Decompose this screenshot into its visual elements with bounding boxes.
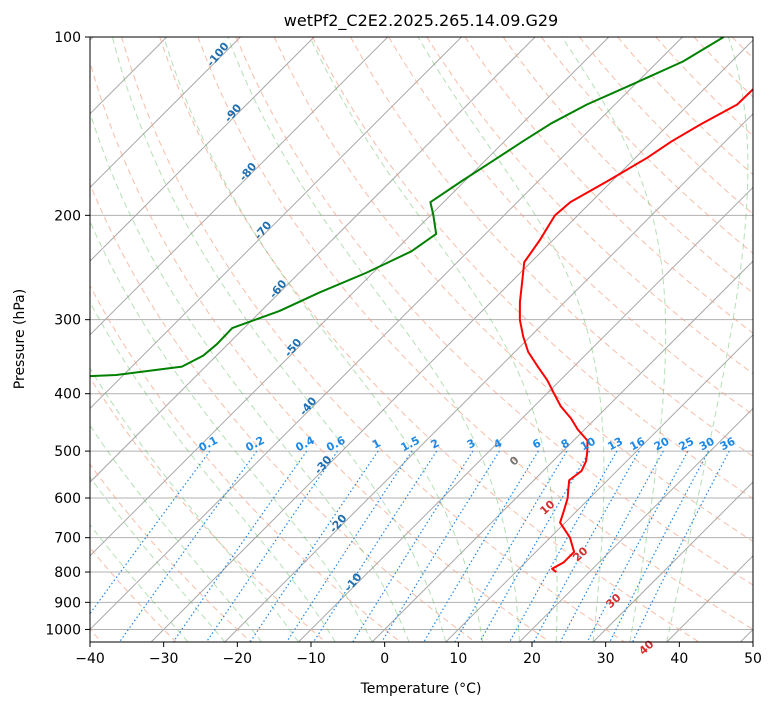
- isotherm-line: [90, 37, 315, 262]
- dry-adiabat-line: [426, 37, 753, 375]
- y-tick-label: 300: [54, 313, 81, 329]
- x-tick-label: 40: [670, 651, 688, 667]
- moist-adiabat-line: [111, 37, 447, 642]
- moist-adiabat-line: [90, 523, 189, 642]
- x-tick-label: 0: [380, 651, 389, 667]
- mixing-ratio-line: [90, 450, 211, 615]
- x-tick-label: −20: [223, 651, 253, 667]
- isotherm-line: [90, 37, 536, 483]
- dry-adiabat-line: [90, 284, 401, 642]
- moist-adiabat-line: [309, 37, 558, 642]
- dry-adiabat-line: [197, 37, 753, 631]
- mixing-ratio-label: 25: [677, 435, 697, 454]
- mixing-ratio-line: [559, 450, 664, 642]
- moist-adiabat-line: [666, 37, 749, 642]
- mixing-ratio-line: [533, 450, 640, 642]
- moist-adiabat-line: [90, 476, 226, 642]
- dry-adiabat-line: [90, 60, 551, 642]
- isotherm-line: [90, 37, 683, 631]
- y-tick-label: 700: [54, 531, 81, 547]
- isotherm-line: [90, 37, 462, 410]
- isotherm-line: [90, 37, 241, 189]
- mixing-ratio-label: 36: [718, 434, 738, 453]
- isotherm-line: [90, 37, 610, 557]
- x-tick-label: 20: [523, 651, 541, 667]
- mixing-ratio-line: [509, 450, 618, 642]
- moist-adiabat-line: [90, 424, 263, 642]
- moist-adiabat-line: [227, 37, 520, 642]
- plot-area: [90, 37, 753, 642]
- mixing-ratio-line: [172, 450, 308, 642]
- y-tick-label: 800: [54, 565, 81, 581]
- moist-adiabat-line: [561, 37, 667, 642]
- mixing-ratio-label: 20: [652, 435, 672, 454]
- x-tick-label: −40: [75, 651, 105, 667]
- x-tick-label: −10: [296, 651, 326, 667]
- isotherm-line: [150, 39, 753, 642]
- mixing-ratio-label: 10: [578, 435, 598, 454]
- mixing-ratio-line: [286, 450, 413, 642]
- isotherm-line: [592, 481, 753, 642]
- x-tick-label: 10: [449, 651, 467, 667]
- mixing-ratio-line: [586, 450, 689, 642]
- mixing-ratio-line: [249, 450, 379, 642]
- chart-title: wetPf2_C2E2.2025.265.14.09.G29: [284, 11, 558, 31]
- dry-adiabat-line: [311, 37, 753, 500]
- moist-adiabat-line: [90, 220, 373, 642]
- mixing-ratio-line: [381, 450, 500, 642]
- x-axis-ticks: −40 −30 −20 −10 0 10 20 30 40 50: [75, 642, 762, 667]
- y-tick-label: 400: [54, 387, 81, 403]
- mixing-ratio-line: [479, 450, 591, 642]
- dry-adiabat-line: [235, 37, 753, 586]
- y-axis-ticks: 100 200 300 400 500 600 700 800 900 1000: [45, 30, 90, 638]
- dry-adiabat-line: [273, 37, 753, 543]
- dry-adiabat-line: [464, 37, 753, 334]
- moist-adiabat-line: [90, 301, 336, 642]
- dry-adiabat-line: [90, 463, 252, 642]
- dewpoint-profile-line: [90, 37, 725, 378]
- y-tick-label: 100: [54, 30, 81, 46]
- mixing-ratio-line: [632, 450, 730, 642]
- mixing-ratio-label: 13: [605, 435, 625, 454]
- mixing-ratio-line: [609, 450, 710, 642]
- x-tick-label: 50: [744, 651, 762, 667]
- x-tick-label: −30: [149, 651, 179, 667]
- y-tick-label: 600: [54, 491, 81, 507]
- isotherm-line: [519, 407, 753, 642]
- moist-adiabat-line: [90, 111, 410, 642]
- isotherm-line: [224, 113, 753, 642]
- mixing-ratio-label: 16: [628, 435, 648, 454]
- x-axis-label: Temperature (°C): [360, 681, 482, 697]
- profile-lines: [90, 37, 753, 573]
- isotherm-line: [90, 37, 389, 336]
- y-axis-label: Pressure (hPa): [12, 289, 28, 389]
- dry-adiabat-line: [121, 37, 625, 642]
- y-tick-label: 500: [54, 444, 81, 460]
- y-tick-label: 900: [54, 595, 81, 611]
- plot-frame: [89, 36, 754, 643]
- mixing-ratio-line: [205, 450, 339, 642]
- y-tick-label: 1000: [45, 622, 81, 638]
- isotherm-line: [445, 334, 753, 642]
- moist-adiabat-line: [417, 37, 605, 642]
- temperature-profile-line: [518, 87, 753, 573]
- moist-adiabat-line: [90, 367, 299, 642]
- dry-adiabat-line: [90, 376, 326, 642]
- y-tick-label: 200: [54, 208, 81, 224]
- isotherm-line: [371, 260, 753, 642]
- dry-adiabat-line: [90, 182, 476, 642]
- x-tick-label: 30: [597, 651, 615, 667]
- background-lines: [90, 37, 753, 642]
- mixing-ratio-label: 30: [697, 435, 717, 454]
- dry-adiabat-line: [159, 37, 700, 642]
- moist-adiabat-line: [163, 37, 484, 642]
